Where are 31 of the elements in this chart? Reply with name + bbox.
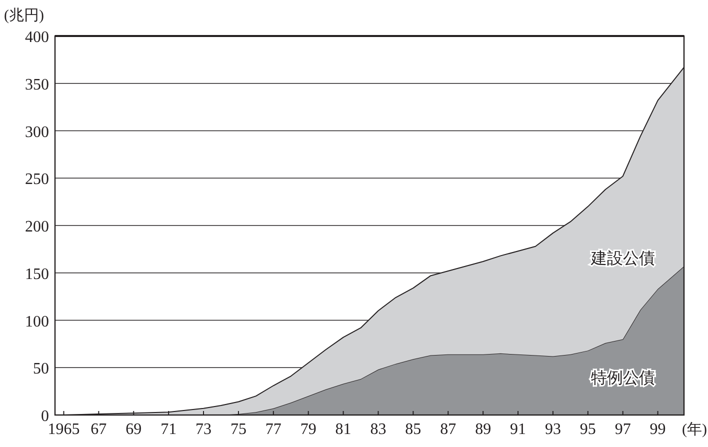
x-tick-label: 69	[126, 421, 142, 438]
x-tick-label: 81	[335, 421, 352, 438]
x-tick-label: 89	[475, 421, 492, 438]
x-tick-label: 97	[614, 421, 631, 438]
y-tick-label: 300	[25, 124, 49, 141]
y-tick-label: 150	[25, 266, 49, 283]
x-tick-label: 87	[440, 421, 456, 438]
x-tick-label: 77	[265, 421, 282, 438]
y-tick-label: 200	[25, 218, 49, 236]
series-label: 特例公債	[590, 369, 655, 388]
series-label: 建設公債	[590, 250, 655, 268]
y-tick-label: 100	[25, 313, 49, 330]
y-tick-label: 350	[25, 76, 49, 94]
y-tick-label: 400	[25, 29, 49, 46]
x-tick-label: 83	[370, 421, 386, 438]
x-tick-label: 85	[405, 421, 422, 438]
x-tick-label: 99	[650, 421, 666, 438]
x-tick-label: 67	[90, 421, 107, 438]
x-tick-label: 93	[544, 421, 561, 438]
y-tick-label: 250	[25, 171, 49, 188]
x-tick-label: 1965	[48, 421, 80, 438]
y-axis-title: (兆円)	[4, 7, 44, 24]
x-tick-label: 71	[160, 421, 177, 438]
y-tick-label: 0	[41, 408, 49, 425]
y-tick-label: 50	[33, 360, 49, 378]
x-axis-title: (年)	[682, 421, 707, 438]
x-tick-label: 75	[230, 421, 246, 438]
x-tick-label: 79	[300, 421, 316, 438]
x-tick-label: 73	[196, 421, 212, 438]
x-tick-label: 91	[510, 421, 526, 438]
x-tick-label: 95	[580, 421, 596, 438]
